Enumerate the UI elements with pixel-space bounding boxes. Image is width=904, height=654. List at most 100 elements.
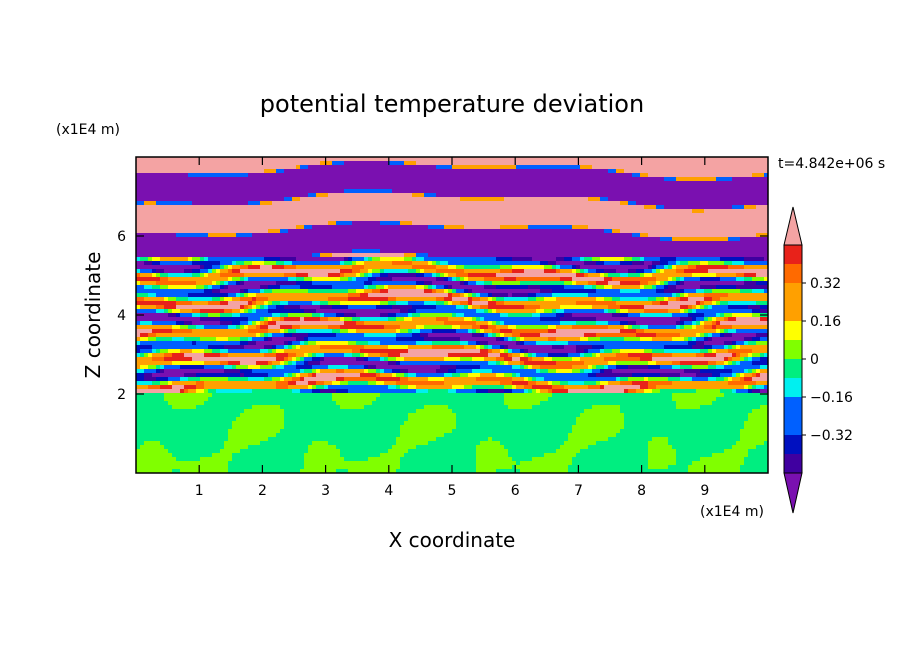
field-cell — [540, 389, 549, 394]
field-cell — [536, 369, 541, 374]
field-cell — [160, 441, 225, 446]
field-cell — [616, 301, 653, 306]
field-cell — [700, 301, 705, 306]
field-cell — [312, 373, 317, 378]
field-cell — [308, 341, 317, 346]
field-cell — [388, 313, 397, 318]
field-cell — [136, 437, 229, 442]
field-cell — [248, 309, 253, 314]
field-cell — [284, 261, 293, 266]
field-cell — [428, 377, 445, 382]
field-cell — [268, 373, 285, 378]
field-cell — [524, 377, 529, 382]
field-cell — [204, 257, 209, 262]
field-cell — [144, 261, 153, 266]
field-cell — [452, 429, 573, 434]
field-cell — [548, 397, 673, 402]
field-cell — [156, 309, 165, 314]
field-cell — [148, 365, 157, 370]
field-cell — [676, 257, 721, 262]
field-cell — [520, 373, 589, 378]
field-cell — [760, 317, 768, 322]
field-cell — [240, 369, 253, 374]
field-cell — [296, 357, 301, 362]
field-cell — [396, 373, 405, 378]
colorbar-bin — [784, 454, 802, 473]
field-cell — [140, 333, 149, 338]
field-cell — [744, 273, 757, 278]
field-cell — [344, 313, 357, 318]
field-cell — [208, 313, 221, 318]
field-cell — [660, 269, 665, 274]
field-cell — [504, 349, 509, 354]
field-cell — [400, 385, 409, 390]
field-cell — [760, 353, 765, 358]
field-cell — [356, 341, 369, 346]
field-cell — [764, 173, 768, 178]
field-cell — [248, 301, 253, 306]
field-cell — [752, 361, 768, 366]
field-cell — [172, 309, 181, 314]
field-cell — [448, 301, 453, 306]
field-cell — [308, 381, 317, 386]
field-cell — [724, 333, 733, 338]
field-cell — [436, 193, 768, 198]
field-cell — [756, 381, 768, 386]
y-tick-label: 6 — [117, 229, 126, 245]
field-cell — [568, 469, 689, 473]
field-cell — [592, 353, 597, 358]
field-cell — [688, 469, 741, 473]
field-cell — [152, 357, 165, 362]
field-cell — [452, 385, 465, 390]
field-cell — [172, 469, 181, 473]
field-cell — [560, 277, 573, 282]
field-cell — [232, 261, 237, 266]
field-cell — [664, 289, 681, 294]
field-cell — [316, 369, 321, 374]
field-cell — [732, 205, 745, 210]
field-cell — [364, 365, 369, 370]
field-cell — [652, 265, 657, 270]
field-cell — [492, 329, 501, 334]
field-cell — [668, 441, 737, 446]
field-cell — [536, 381, 549, 386]
field-cell — [472, 357, 485, 362]
field-cell — [140, 257, 149, 262]
field-cell — [544, 309, 553, 314]
field-cell — [284, 333, 293, 338]
field-cell — [292, 333, 309, 338]
field-cell — [192, 201, 249, 206]
field-cell — [212, 349, 221, 354]
field-cell — [240, 361, 257, 366]
field-cell — [744, 205, 757, 210]
field-cell — [600, 349, 605, 354]
field-cell — [312, 357, 321, 362]
field-cell — [648, 445, 673, 450]
field-cell — [436, 369, 449, 374]
field-cell — [428, 333, 473, 338]
field-cell — [136, 401, 169, 406]
field-cell — [656, 333, 681, 338]
field-cell — [504, 393, 553, 398]
field-cell — [340, 273, 345, 278]
field-cell — [632, 381, 649, 386]
field-cell — [240, 281, 245, 286]
field-cell — [352, 269, 361, 274]
field-cell — [472, 333, 481, 338]
field-cell — [136, 461, 229, 466]
field-cell — [380, 357, 385, 362]
field-cell — [364, 289, 373, 294]
field-cell — [524, 341, 537, 346]
field-cell — [640, 325, 649, 330]
field-cell — [500, 225, 529, 230]
field-cell — [704, 337, 709, 342]
field-cell — [760, 373, 768, 378]
field-cell — [476, 345, 481, 350]
field-cell — [248, 305, 253, 310]
field-cell — [296, 337, 305, 342]
field-cell — [564, 309, 605, 314]
field-cell — [488, 305, 525, 310]
field-cell — [568, 341, 689, 346]
field-cell — [468, 273, 497, 278]
field-cell — [696, 389, 721, 394]
